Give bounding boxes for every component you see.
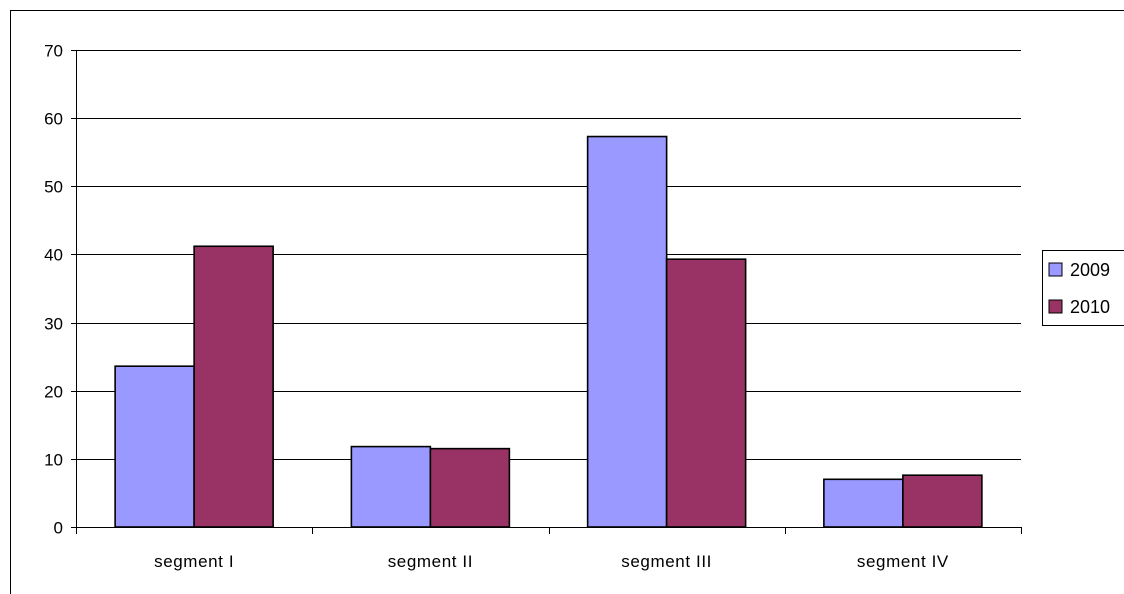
bar-2010-1 <box>193 245 274 528</box>
legend-swatch-2010 <box>1048 299 1063 314</box>
y-tick-label: 40 <box>44 246 63 265</box>
bar-2009-3 <box>586 135 668 528</box>
y-tick-label: 0 <box>54 519 63 538</box>
bar-2009-4 <box>823 478 904 528</box>
bar-2010-4 <box>902 474 983 528</box>
y-tick-label: 70 <box>44 42 63 61</box>
chart-border <box>10 10 1124 594</box>
y-axis: 0 10 20 30 40 50 60 70 <box>44 42 77 538</box>
bar-2009-1 <box>114 365 195 528</box>
y-tick-label: 60 <box>44 110 63 129</box>
bar-2009-2 <box>350 445 432 528</box>
y-tick-label: 50 <box>44 178 63 197</box>
gridlines <box>76 50 1021 460</box>
legend-label: 2009 <box>1070 260 1110 280</box>
x-axis: segment I segment II segment III segment IV <box>76 527 1022 571</box>
category-label: segment IV <box>857 552 949 571</box>
y-tick-label: 20 <box>44 383 63 402</box>
bars <box>114 135 983 528</box>
y-tick-label: 30 <box>44 315 63 334</box>
y-tick-label: 10 <box>44 451 63 470</box>
bar-2010-3 <box>665 258 747 528</box>
legend: 2009 2010 <box>1042 250 1124 326</box>
category-label: segment III <box>621 552 712 571</box>
bar-2010-2 <box>429 447 511 528</box>
legend-swatch-2009 <box>1048 262 1063 277</box>
category-label: segment II <box>388 552 473 571</box>
legend-label: 2010 <box>1070 297 1110 317</box>
category-label: segment I <box>154 552 234 571</box>
